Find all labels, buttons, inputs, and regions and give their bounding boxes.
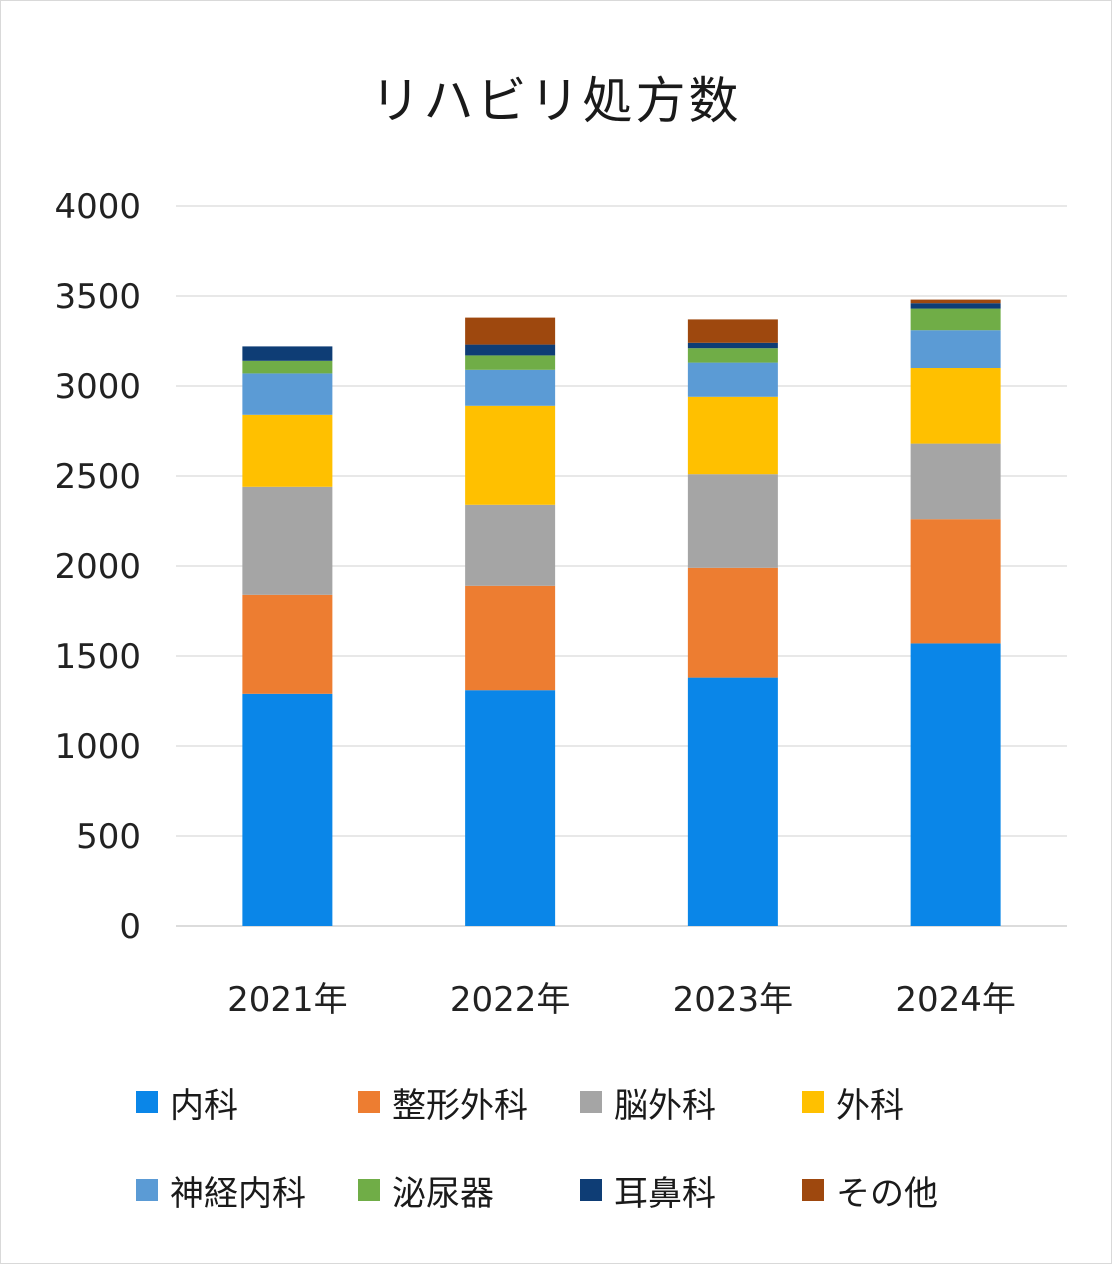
legend-label: 耳鼻科: [614, 1173, 716, 1214]
bar-segment: [910, 303, 1001, 309]
bar-segment: [910, 443, 1001, 520]
bar-segment: [910, 519, 1001, 644]
bar-segment: [242, 414, 333, 487]
legend-item: 脳外科: [580, 1079, 802, 1126]
legend-swatch: [802, 1179, 824, 1201]
x-tick-label: 2024年: [895, 980, 1016, 1020]
bar-segment: [242, 373, 333, 415]
x-tick-label: 2023年: [673, 980, 794, 1020]
bar-segment: [687, 567, 778, 678]
legend-label: 神経内科: [170, 1173, 306, 1214]
legend-swatch: [136, 1091, 158, 1113]
bar-segment: [242, 594, 333, 694]
bar-segment: [910, 299, 1001, 304]
bar-segment: [687, 348, 778, 363]
bar-segment: [465, 355, 556, 370]
bar-segment: [910, 308, 1001, 331]
legend-label: 内科: [170, 1085, 238, 1126]
legend-label: 泌尿器: [392, 1173, 494, 1214]
legend-item: その他: [802, 1167, 1024, 1214]
bar-segment: [687, 396, 778, 475]
legend-swatch: [358, 1091, 380, 1113]
x-tick-label: 2021年: [227, 980, 348, 1020]
y-tick-label: 4000: [54, 187, 141, 227]
legend-label: 脳外科: [614, 1085, 716, 1126]
chart-title: リハビリ処方数: [370, 72, 742, 130]
bar-segment: [465, 585, 556, 691]
bar-segment: [910, 368, 1001, 444]
legend-item: 耳鼻科: [580, 1167, 802, 1214]
legend-swatch: [580, 1179, 602, 1201]
bar-segment: [465, 317, 556, 345]
y-tick-label: 0: [119, 907, 141, 947]
legend-item: 泌尿器: [358, 1167, 580, 1214]
bar-segment: [242, 486, 333, 595]
bar-segment: [465, 504, 556, 586]
legend-item: 神経内科: [136, 1167, 358, 1214]
bar-segment: [242, 346, 333, 361]
y-tick-label: 3500: [54, 277, 141, 317]
legend-swatch: [802, 1091, 824, 1113]
legend-item: 内科: [136, 1079, 358, 1126]
chart-legend: 内科 整形外科 脳外科 外科神経内科 泌尿器 耳鼻科 その他: [136, 1079, 1036, 1214]
y-tick-label: 500: [76, 817, 141, 857]
legend-label: 外科: [836, 1085, 904, 1126]
bar-segment: [465, 369, 556, 406]
bar-segment: [687, 474, 778, 568]
y-tick-label: 1500: [54, 637, 141, 677]
y-tick-label: 1000: [54, 727, 141, 767]
legend-label: その他: [836, 1173, 938, 1214]
y-tick-label: 2000: [54, 547, 141, 587]
bar-segment: [465, 690, 556, 926]
x-tick-label: 2022年: [450, 980, 571, 1020]
bar-segment: [242, 693, 333, 926]
chart-plot-area: 0 500 1000 1500 2000 2500 3000 3500 4000 2021年 202…: [54, 187, 1067, 1020]
bar-segment: [687, 677, 778, 926]
y-tick-label: 3000: [54, 367, 141, 407]
y-tick-label: 2500: [54, 457, 141, 497]
legend-item: 外科: [802, 1079, 1024, 1126]
bar-segment: [910, 330, 1001, 368]
bar-segment: [910, 643, 1001, 926]
bar-segment: [687, 342, 778, 349]
legend-swatch: [580, 1091, 602, 1113]
bar-segment: [465, 405, 556, 505]
bar-segment: [687, 319, 778, 343]
bar-segment: [465, 344, 556, 356]
bar-segment: [687, 362, 778, 397]
bar-segment: [242, 360, 333, 374]
legend-label: 整形外科: [392, 1085, 528, 1126]
legend-item: 整形外科: [358, 1079, 580, 1126]
legend-swatch: [136, 1179, 158, 1201]
legend-swatch: [358, 1179, 380, 1201]
